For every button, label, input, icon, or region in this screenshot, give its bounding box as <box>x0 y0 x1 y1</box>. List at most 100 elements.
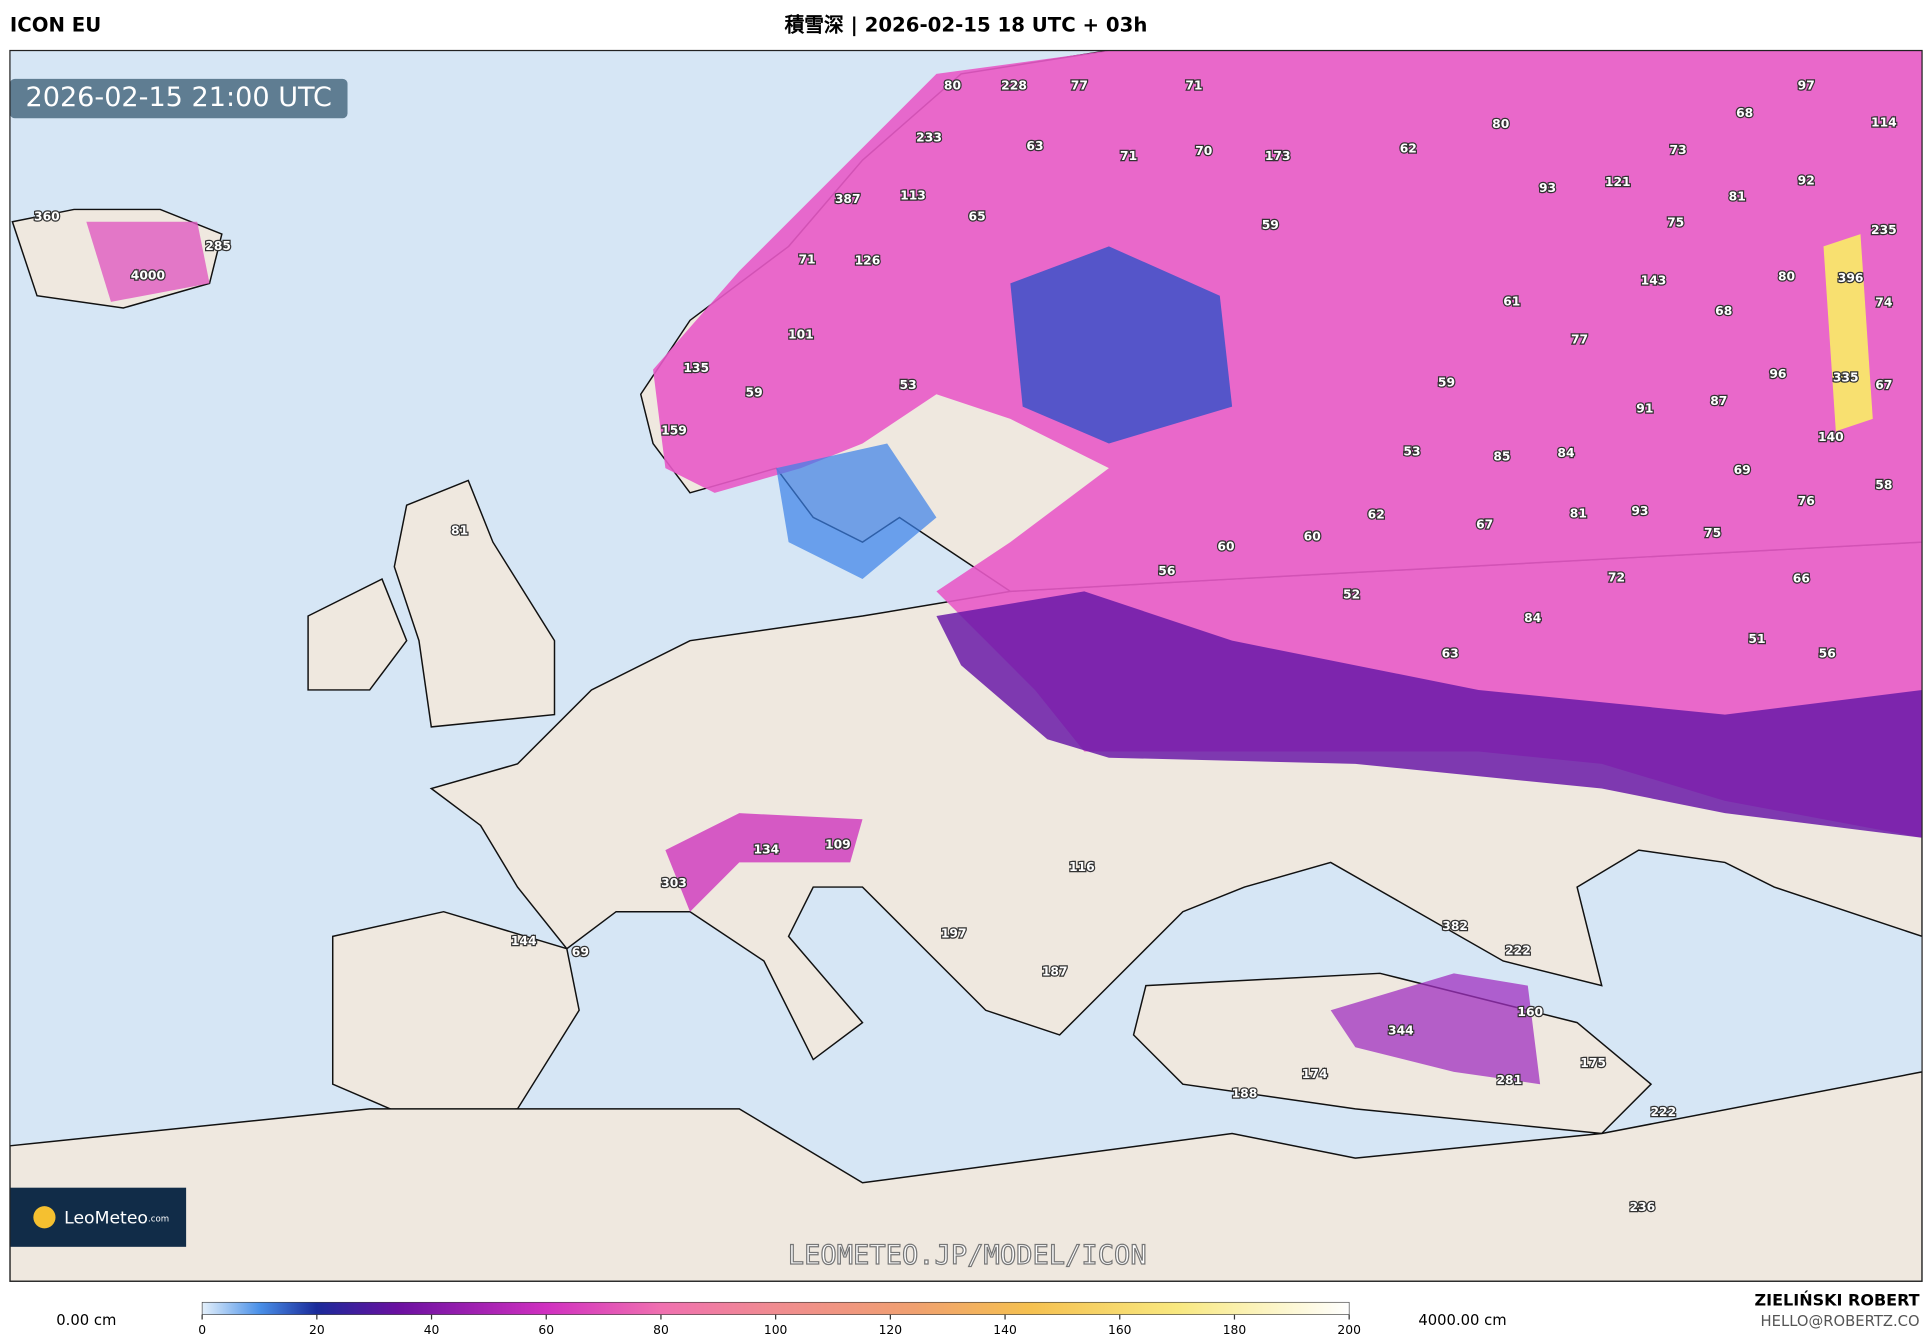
snow-depth-label: 187 <box>1042 965 1068 979</box>
snow-depth-label: 93 <box>1631 504 1648 518</box>
colorbar-tick-label: 160 <box>1108 1323 1132 1337</box>
colorbar-tick-label: 40 <box>424 1323 440 1337</box>
snow-depth-label: 80 <box>944 79 961 93</box>
snow-depth-label: 81 <box>1729 190 1746 204</box>
snow-depth-label: 134 <box>754 843 780 857</box>
snow-depth-label: 285 <box>205 239 231 253</box>
watermark: LEOMETEO.JP/MODEL/ICON <box>788 1240 1147 1271</box>
snow-depth-label: 188 <box>1232 1087 1258 1101</box>
time-badge <box>9 78 348 119</box>
snow-depth-label: 59 <box>1262 218 1279 232</box>
snow-depth-label: 126 <box>855 254 881 268</box>
snow-depth-label: 121 <box>1605 175 1631 189</box>
snow-depth-label: 71 <box>1185 79 1202 93</box>
snow-depth-label: 60 <box>1304 530 1321 544</box>
author: ZIELIŃSKI ROBERT <box>1755 1291 1920 1310</box>
snow-depth-label: 67 <box>1476 517 1493 531</box>
colorbar-tick-label: 0 <box>198 1323 206 1337</box>
snow-depth-label: 75 <box>1667 216 1684 230</box>
snow-depth-label: 387 <box>835 192 861 206</box>
snow-depth-label: 344 <box>1388 1024 1414 1038</box>
snow-depth-label: 160 <box>1517 1005 1543 1019</box>
snow-depth-label: 382 <box>1442 919 1468 933</box>
snow-depth-label: 53 <box>900 378 917 392</box>
snow-depth-label: 59 <box>746 386 763 400</box>
snow-depth-label: 81 <box>1570 506 1587 520</box>
snow-depth-label: 71 <box>1120 149 1137 163</box>
snow-depth-label: 76 <box>1798 494 1815 508</box>
snow-depth-label: 85 <box>1493 450 1510 464</box>
colorbar-tick-label: 100 <box>764 1323 788 1337</box>
snow-depth-label: 69 <box>1734 463 1751 477</box>
snow-depth-label: 360 <box>34 209 60 223</box>
snow-cover <box>86 50 1923 1085</box>
snow-depth-label: 73 <box>1670 143 1687 157</box>
snow-depth-label: 75 <box>1704 526 1721 540</box>
snow-depth-label: 84 <box>1524 611 1541 625</box>
snow-depth-label: 4000 <box>131 268 165 282</box>
logo-name: LeoMeteo <box>64 1208 148 1228</box>
snow-depth-label: 222 <box>1505 944 1531 958</box>
colorbar-tick-label: 180 <box>1223 1323 1247 1337</box>
snow-depth-label: 222 <box>1650 1105 1676 1119</box>
snow-depth-label: 159 <box>661 424 687 438</box>
snow-depth-label: 97 <box>1798 79 1815 93</box>
snow-depth-label: 61 <box>1503 294 1520 308</box>
snow-depth-label: 69 <box>572 945 589 959</box>
snow-depth-label: 66 <box>1793 572 1810 586</box>
snow-depth-label: 144 <box>511 934 537 948</box>
snow-depth-label: 303 <box>661 876 687 890</box>
colorbar-ticks: 0 20 40 60 80 100 120 140 160 180 200 <box>198 1314 1361 1337</box>
snow-depth-label: 68 <box>1715 304 1732 318</box>
snow-depth-label: 80 <box>1778 270 1795 284</box>
snow-depth-label: 58 <box>1875 478 1892 492</box>
snow-depth-label: 197 <box>941 926 967 940</box>
snow-depth-label: 67 <box>1875 378 1892 392</box>
contact: HELLO@ROBERTZ.CO <box>1761 1313 1920 1330</box>
snow-depth-label: 140 <box>1818 430 1844 444</box>
snow-depth-label: 114 <box>1871 116 1897 130</box>
snow-depth-label: 62 <box>1400 142 1417 156</box>
map-frame <box>9 49 1923 1282</box>
snow-depth-label: 71 <box>798 252 815 266</box>
snow-depth-label: 56 <box>1819 647 1836 661</box>
snow-depth-label: 96 <box>1769 367 1786 381</box>
colorbar-tick-label: 80 <box>653 1323 669 1337</box>
snow-depth-label: 80 <box>1492 117 1509 131</box>
colorbar-tick-label: 200 <box>1337 1323 1361 1337</box>
snow-depth-label: 52 <box>1343 588 1360 602</box>
snow-depth-label: 175 <box>1580 1056 1606 1070</box>
snow-depth-label: 101 <box>788 328 814 342</box>
snow-depth-label: 63 <box>1026 139 1043 153</box>
snow-depth-label: 63 <box>1442 647 1459 661</box>
snow-depth-label: 60 <box>1217 540 1234 554</box>
colorbar-min: 0.00 cm <box>56 1312 116 1329</box>
snow-depth-label: 77 <box>1571 333 1588 347</box>
snow-depth-label: 174 <box>1302 1067 1328 1081</box>
snow-depth-label: 70 <box>1195 144 1212 158</box>
snow-depth-label: 91 <box>1636 402 1653 416</box>
snow-depth-label: 56 <box>1158 564 1175 578</box>
snow-depth-label: 92 <box>1798 174 1815 188</box>
snow-depth-label: 84 <box>1557 446 1574 460</box>
snow-depth-label: 235 <box>1871 223 1897 237</box>
snow-depth-label: 62 <box>1368 507 1385 521</box>
snow-depth-label: 109 <box>825 838 851 852</box>
logo: LeoMeteo.com <box>64 1208 169 1228</box>
snow-depth-label: 143 <box>1641 273 1667 287</box>
chart-title: 積雪深 | 2026-02-15 18 UTC + 03h <box>785 13 1148 36</box>
snow-depth-label: 53 <box>1403 445 1420 459</box>
snow-depth-label: 68 <box>1736 106 1753 120</box>
map: LEOMETEO.JP/MODEL/ICON 2026-02-15 21:00 … <box>9 50 1923 1282</box>
colorbar-tick-label: 120 <box>879 1323 903 1337</box>
snow-depth-label: 335 <box>1833 371 1859 385</box>
snow-depth-label: 135 <box>683 361 709 375</box>
snow-depth-label: 72 <box>1608 570 1625 584</box>
snow-depth-label: 173 <box>1265 149 1291 163</box>
snow-depth-label: 59 <box>1438 376 1455 390</box>
colorbar <box>201 1301 1350 1315</box>
logo-suffix: .com <box>148 1214 169 1224</box>
snow-depth-label: 93 <box>1539 181 1556 195</box>
colorbar-tick-label: 20 <box>309 1323 325 1337</box>
